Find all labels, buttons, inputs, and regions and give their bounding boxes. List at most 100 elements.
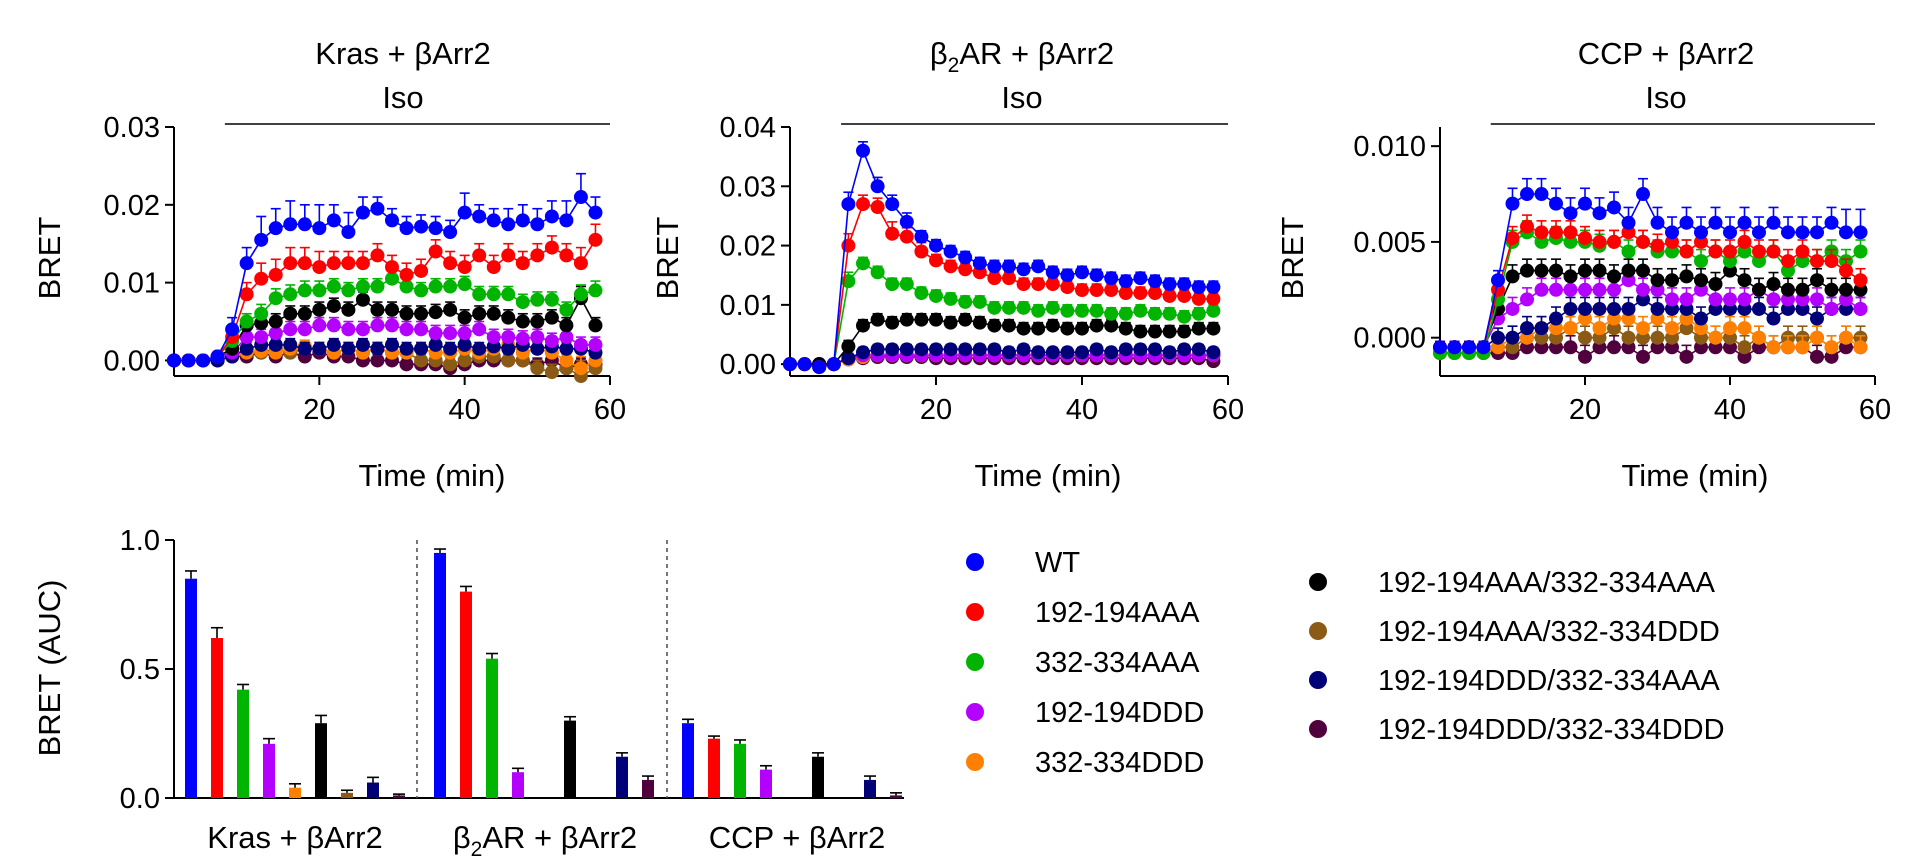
data-point	[1002, 345, 1016, 360]
data-point	[1839, 340, 1853, 355]
bar	[682, 723, 694, 798]
data-point	[1191, 280, 1206, 295]
bar	[564, 720, 576, 798]
data-point	[239, 256, 254, 271]
data-point	[1679, 269, 1694, 284]
data-point	[1592, 282, 1607, 297]
data-point	[1549, 330, 1563, 345]
data-point	[1665, 244, 1679, 259]
data-point	[326, 279, 341, 294]
data-point	[428, 221, 443, 236]
data-point	[841, 197, 856, 212]
data-point	[428, 244, 443, 259]
data-point	[1162, 277, 1177, 292]
data-point	[210, 349, 225, 364]
data-point	[1795, 254, 1810, 269]
data-point	[914, 229, 929, 244]
data-point	[929, 238, 943, 253]
data-point	[1206, 291, 1221, 306]
data-point	[1534, 282, 1549, 297]
data-point	[1133, 342, 1148, 357]
data-point	[544, 333, 559, 348]
data-point	[1118, 274, 1133, 289]
data-point	[1075, 303, 1089, 318]
data-point	[1191, 306, 1206, 321]
data-point	[341, 256, 356, 271]
data-point	[1089, 318, 1104, 333]
y-tick-label: 0.02	[720, 231, 776, 263]
legend-entry: 332-334DDD	[966, 747, 1204, 779]
data-point	[1781, 340, 1795, 355]
data-point	[1781, 282, 1795, 297]
data-point	[1089, 303, 1104, 318]
data-point	[1636, 282, 1650, 297]
data-point	[1592, 263, 1607, 278]
data-point	[355, 322, 370, 337]
data-point	[385, 337, 399, 352]
data-point	[1002, 318, 1016, 333]
data-point	[987, 342, 1002, 357]
data-point	[1737, 215, 1752, 230]
data-point	[1781, 254, 1795, 269]
data-point	[1433, 340, 1447, 355]
x-tick-label: 40	[449, 394, 481, 426]
data-point	[1045, 300, 1060, 315]
data-point	[457, 326, 472, 341]
data-point	[1853, 301, 1868, 316]
data-point	[559, 341, 574, 356]
data-point	[559, 330, 574, 345]
data-point	[1679, 244, 1694, 259]
data-point	[1045, 345, 1060, 360]
data-point	[899, 312, 914, 327]
data-point	[958, 250, 973, 265]
data-point	[1563, 206, 1578, 221]
data-point	[1810, 273, 1824, 288]
data-point	[297, 217, 312, 232]
data-point	[1621, 330, 1636, 345]
data-point	[1694, 273, 1708, 288]
data-point	[283, 287, 298, 302]
data-point	[885, 277, 900, 292]
data-point	[370, 341, 385, 356]
data-point	[544, 292, 559, 307]
kras-time-course-panel: Kras + βArr2 Iso BRET Time (min) 0.00 0.0…	[32, 36, 626, 493]
data-point	[1104, 306, 1119, 321]
data-point	[1665, 330, 1679, 345]
bar	[393, 795, 405, 798]
y-tick-label: 0.03	[104, 112, 160, 144]
data-point	[1853, 244, 1868, 259]
data-point	[1766, 277, 1781, 292]
x-tick-label: 40	[1066, 394, 1098, 426]
data-point	[1708, 277, 1723, 292]
data-point	[1002, 300, 1016, 315]
data-point	[1810, 330, 1824, 345]
data-point	[1191, 291, 1206, 306]
bar	[211, 638, 223, 798]
data-point	[1016, 262, 1031, 277]
data-point	[283, 217, 298, 232]
data-point	[1563, 321, 1578, 336]
ccp-time-course-panel: CCP + βArr2 Iso BRET Time (min) 0.000 0.0…	[1275, 36, 1891, 493]
x-tick-label: 20	[1569, 394, 1601, 426]
data-point	[1563, 234, 1578, 249]
data-point	[1534, 234, 1549, 249]
data-point	[341, 341, 356, 356]
data-point	[1148, 286, 1162, 300]
data-point	[1665, 340, 1679, 355]
data-point	[254, 306, 269, 321]
data-point	[1563, 301, 1578, 316]
data-point	[326, 256, 341, 271]
data-point	[1191, 342, 1206, 357]
legend-marker	[966, 753, 984, 771]
data-point	[1534, 321, 1549, 336]
legend-marker	[966, 653, 984, 671]
data-point	[239, 314, 254, 329]
data-point	[1031, 321, 1046, 336]
data-point	[181, 353, 196, 368]
data-point	[1723, 263, 1737, 278]
legend-entry: 332-334AAA	[966, 647, 1200, 679]
group-label: CCP + βArr2	[709, 820, 886, 855]
data-point	[1016, 342, 1031, 357]
data-point	[1781, 292, 1795, 307]
data-point	[312, 302, 327, 317]
